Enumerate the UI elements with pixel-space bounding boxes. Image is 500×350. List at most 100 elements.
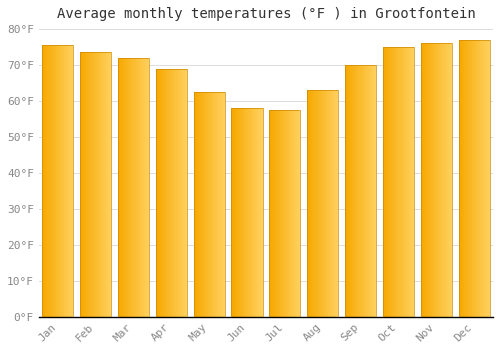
Bar [446, 43, 448, 317]
Bar [162, 69, 163, 317]
Bar [109, 52, 110, 317]
Bar [178, 69, 180, 317]
Bar [254, 108, 256, 317]
Bar [82, 52, 83, 317]
Bar [80, 52, 81, 317]
Bar [232, 108, 234, 317]
Bar [460, 40, 461, 317]
Bar [176, 69, 178, 317]
Bar [486, 40, 488, 317]
Bar [474, 40, 475, 317]
Bar [413, 47, 414, 317]
Bar [72, 45, 74, 317]
Bar [218, 92, 220, 317]
Bar [170, 69, 172, 317]
Bar [390, 47, 392, 317]
Bar [480, 40, 482, 317]
Bar [140, 58, 142, 317]
Bar [184, 69, 186, 317]
Bar [158, 69, 159, 317]
Bar [364, 65, 366, 317]
Bar [458, 40, 460, 317]
Bar [184, 69, 185, 317]
Bar [201, 92, 202, 317]
Bar [322, 90, 323, 317]
Bar [292, 110, 293, 317]
Bar [423, 43, 424, 317]
Bar [287, 110, 288, 317]
Bar [307, 90, 308, 317]
Bar [460, 40, 462, 317]
Bar [253, 108, 254, 317]
Bar [199, 92, 200, 317]
Bar [270, 110, 272, 317]
Bar [314, 90, 316, 317]
Bar [448, 43, 450, 317]
Bar [367, 65, 368, 317]
Bar [100, 52, 101, 317]
Bar [52, 45, 54, 317]
Bar [118, 58, 149, 317]
Bar [316, 90, 318, 317]
Bar [345, 65, 346, 317]
Bar [366, 65, 367, 317]
Bar [66, 45, 67, 317]
Bar [256, 108, 258, 317]
Bar [56, 45, 57, 317]
Bar [331, 90, 332, 317]
Bar [288, 110, 289, 317]
Bar [444, 43, 446, 317]
Bar [482, 40, 484, 317]
Bar [130, 58, 132, 317]
Bar [165, 69, 166, 317]
Bar [336, 90, 338, 317]
Bar [222, 92, 224, 317]
Bar [123, 58, 124, 317]
Bar [84, 52, 86, 317]
Bar [85, 52, 86, 317]
Bar [274, 110, 276, 317]
Bar [143, 58, 144, 317]
Bar [48, 45, 50, 317]
Bar [388, 47, 389, 317]
Bar [290, 110, 291, 317]
Bar [126, 58, 128, 317]
Bar [214, 92, 216, 317]
Bar [119, 58, 120, 317]
Bar [374, 65, 375, 317]
Bar [385, 47, 386, 317]
Bar [280, 110, 282, 317]
Bar [50, 45, 51, 317]
Bar [144, 58, 145, 317]
Bar [81, 52, 82, 317]
Bar [182, 69, 184, 317]
Bar [69, 45, 70, 317]
Bar [430, 43, 431, 317]
Bar [86, 52, 88, 317]
Bar [166, 69, 167, 317]
Bar [400, 47, 402, 317]
Bar [429, 43, 430, 317]
Bar [345, 65, 376, 317]
Bar [398, 47, 400, 317]
Bar [296, 110, 298, 317]
Bar [132, 58, 134, 317]
Bar [329, 90, 330, 317]
Bar [65, 45, 66, 317]
Bar [98, 52, 100, 317]
Bar [391, 47, 392, 317]
Bar [59, 45, 60, 317]
Bar [198, 92, 199, 317]
Bar [207, 92, 208, 317]
Bar [211, 92, 212, 317]
Bar [476, 40, 478, 317]
Bar [362, 65, 364, 317]
Bar [450, 43, 451, 317]
Bar [103, 52, 104, 317]
Bar [284, 110, 285, 317]
Bar [386, 47, 387, 317]
Bar [238, 108, 239, 317]
Bar [383, 47, 384, 317]
Bar [249, 108, 250, 317]
Bar [347, 65, 348, 317]
